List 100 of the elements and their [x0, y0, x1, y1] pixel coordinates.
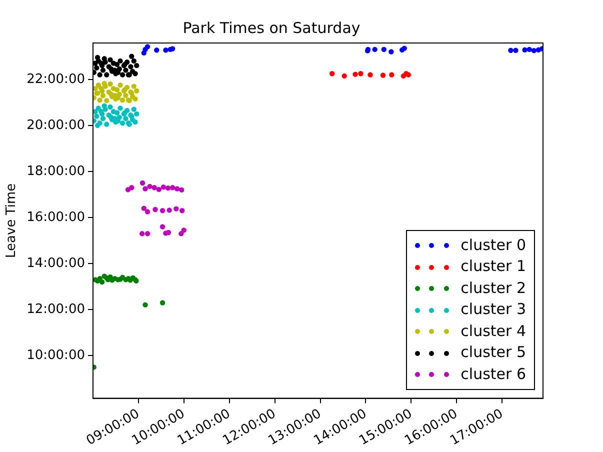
- point: [134, 88, 140, 94]
- point: [120, 120, 126, 126]
- point: [141, 206, 146, 211]
- point: [147, 184, 152, 190]
- point: [96, 106, 102, 111]
- point: [94, 65, 100, 70]
- y-tick-label: 12:00:00: [26, 302, 85, 318]
- point: [132, 119, 138, 125]
- point: [163, 48, 168, 53]
- point: [526, 46, 532, 52]
- point: [108, 81, 113, 87]
- point: [160, 300, 166, 306]
- point: [114, 110, 120, 116]
- point: [104, 72, 110, 78]
- y-tick-label: 14:00:00: [26, 256, 85, 271]
- legend-label: cluster 2: [460, 278, 526, 299]
- point: [381, 46, 387, 52]
- point: [134, 111, 140, 117]
- point: [114, 87, 120, 92]
- point: [100, 68, 106, 73]
- point: [160, 224, 166, 230]
- point: [154, 48, 160, 53]
- point: [329, 71, 335, 76]
- point: [166, 230, 172, 236]
- point: [100, 116, 106, 122]
- point: [174, 206, 179, 212]
- point: [160, 184, 166, 190]
- point: [97, 98, 102, 103]
- point: [104, 98, 110, 104]
- y-tick-label: 20:00:00: [26, 118, 85, 133]
- point: [132, 71, 138, 76]
- point: [94, 54, 100, 60]
- point: [522, 47, 528, 53]
- point: [114, 62, 120, 68]
- point: [352, 72, 358, 77]
- point: [131, 106, 136, 112]
- point: [120, 72, 126, 78]
- point: [152, 206, 158, 212]
- point: [181, 228, 186, 233]
- point: [100, 92, 106, 98]
- point: [104, 122, 110, 127]
- point: [108, 57, 113, 62]
- point: [179, 187, 184, 193]
- point: [98, 109, 104, 114]
- point: [94, 114, 100, 119]
- point: [358, 71, 364, 76]
- point: [102, 80, 107, 86]
- point: [372, 46, 378, 52]
- point: [170, 185, 176, 190]
- point: [389, 72, 394, 78]
- point: [129, 185, 134, 190]
- legend-label: cluster 3: [460, 299, 526, 320]
- point: [132, 96, 138, 102]
- point: [165, 185, 171, 191]
- point: [97, 72, 102, 78]
- point: [120, 98, 126, 103]
- point: [142, 186, 148, 192]
- point: [152, 185, 157, 190]
- point: [139, 231, 145, 236]
- legend-label: cluster 5: [460, 342, 526, 364]
- point: [142, 302, 148, 308]
- point: [118, 82, 123, 88]
- point: [96, 82, 102, 88]
- point: [123, 92, 128, 98]
- point: [531, 48, 537, 54]
- point: [118, 106, 123, 111]
- point: [539, 46, 543, 52]
- chart-title: Park Times on Saturday: [182, 18, 360, 37]
- point: [129, 54, 134, 59]
- point: [99, 279, 105, 285]
- point: [144, 209, 150, 214]
- point: [102, 56, 107, 62]
- point: [108, 104, 113, 110]
- point: [342, 73, 347, 79]
- point: [128, 64, 134, 70]
- legend-label: cluster 0: [460, 234, 526, 256]
- point: [388, 49, 394, 54]
- point: [131, 58, 136, 64]
- point: [402, 46, 407, 51]
- y-axis-title: Leave Time: [4, 183, 20, 258]
- point: [368, 72, 373, 78]
- point: [406, 72, 412, 78]
- point: [140, 180, 146, 186]
- y-tick-label: 16:00:00: [26, 210, 85, 225]
- point: [160, 208, 166, 214]
- point: [174, 186, 180, 192]
- point: [134, 62, 140, 68]
- point: [102, 103, 107, 108]
- point: [118, 58, 123, 64]
- point: [508, 48, 514, 53]
- point: [144, 44, 150, 50]
- legend-label: cluster 1: [460, 256, 526, 278]
- point: [144, 231, 150, 236]
- point: [166, 208, 172, 213]
- point: [513, 48, 518, 53]
- point: [94, 122, 100, 128]
- y-tick-label: 18:00:00: [26, 164, 85, 179]
- y-tick-label: 22:00:00: [26, 72, 85, 87]
- point: [380, 72, 386, 78]
- point: [123, 68, 128, 73]
